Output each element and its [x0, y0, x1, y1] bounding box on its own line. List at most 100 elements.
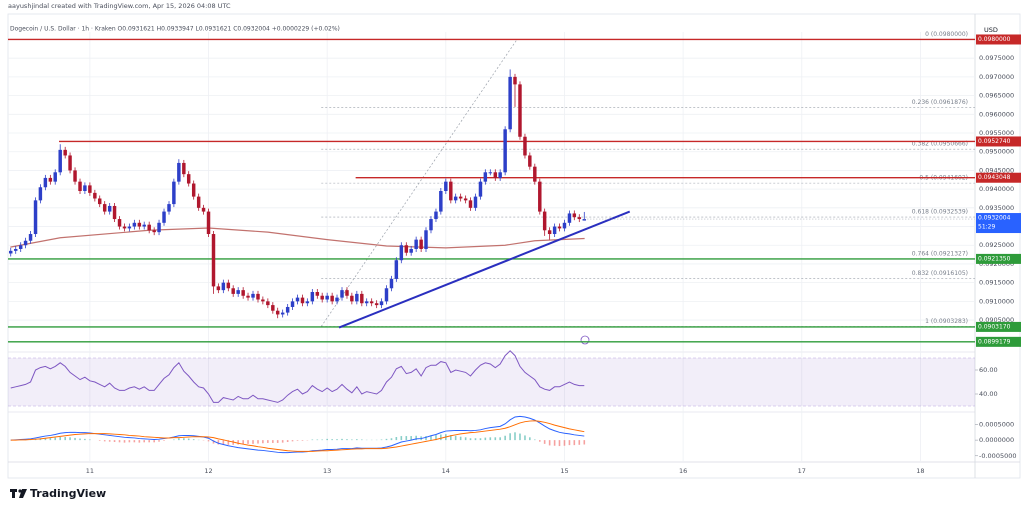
last-price-label: 0.0932004: [978, 215, 1011, 222]
countdown-label: 51:29: [978, 224, 995, 231]
brand-logo: [10, 489, 27, 498]
candle-body: [132, 222, 137, 227]
candle-body: [275, 310, 280, 315]
level-tag: [976, 136, 1021, 147]
fib-level-label: 0.236 (0.0961876): [912, 99, 968, 106]
fib-level-label: 0 (0.0980000): [925, 31, 968, 38]
candle-body: [88, 185, 92, 193]
x-tick-label: 12: [204, 467, 212, 475]
candle-body: [542, 211, 547, 231]
level-tag-label: 0.0899179: [978, 338, 1011, 345]
candle-body: [528, 155, 532, 167]
y-tick-label: 0.0955000: [979, 129, 1014, 137]
candle-body: [28, 234, 33, 241]
candle-body: [53, 172, 57, 182]
candle-body: [473, 196, 478, 208]
candle-body: [142, 224, 146, 227]
x-tick-label: 15: [560, 467, 568, 475]
moving-average: [10, 227, 585, 249]
candle-body: [523, 136, 527, 156]
level-tag: [976, 172, 1021, 183]
candle-body: [424, 230, 428, 249]
candle-body: [444, 181, 448, 191]
candle-body: [315, 292, 320, 296]
y-tick-label: 0.0945000: [979, 166, 1014, 174]
x-tick-label: 18: [916, 467, 924, 475]
candle-body: [567, 213, 572, 223]
candle-body: [38, 187, 43, 201]
candle-body: [43, 177, 48, 188]
candle-body: [182, 162, 186, 175]
candle-body: [394, 260, 399, 279]
candle-body: [236, 290, 240, 294]
candle-body: [572, 213, 577, 218]
y-tick-label: 0.0975000: [979, 54, 1014, 62]
level-tag-label: 0.0903170: [978, 323, 1011, 330]
y-tick-label: 0.0970000: [979, 73, 1014, 81]
candle-body: [216, 286, 221, 291]
candle-body: [295, 297, 300, 302]
candle-body: [246, 295, 250, 298]
x-tick-label: 11: [86, 467, 94, 475]
candle-body: [68, 155, 72, 171]
candle-body: [369, 301, 374, 304]
candle-body: [201, 207, 206, 212]
candle-body: [330, 295, 334, 302]
brand-name: TradingView: [30, 487, 106, 500]
level-tag-label: 0.0952740: [978, 138, 1011, 145]
level-tag: [976, 253, 1021, 264]
candle-body: [221, 282, 226, 291]
fib-level-label: 0.764 (0.0921327): [912, 250, 968, 257]
candle-body: [552, 226, 557, 235]
candle-body: [241, 290, 245, 296]
candle-body: [256, 293, 260, 300]
candle-body: [498, 172, 502, 178]
event-icon: [580, 335, 590, 345]
y-tick-label: 0.0950000: [979, 148, 1014, 156]
y-tick-label: 0.0925000: [979, 241, 1014, 249]
candle-body: [127, 226, 132, 229]
candle-body: [97, 198, 102, 205]
candle-body: [73, 170, 77, 182]
candle-body: [449, 181, 453, 201]
candle-body: [191, 183, 196, 197]
currency-label: USD: [984, 26, 998, 34]
candle-body: [172, 181, 176, 205]
chart-title: aayushjindal created with TradingView.co…: [8, 2, 231, 10]
candle-body: [112, 205, 117, 220]
candle-body: [280, 312, 285, 315]
fib-level-label: 0.382 (0.0950666): [912, 141, 968, 148]
candle-body: [152, 230, 156, 233]
candle-body: [211, 234, 216, 287]
candle-body: [577, 217, 582, 220]
candle-body: [399, 245, 404, 261]
candle-body: [414, 239, 418, 249]
candle-body: [231, 288, 235, 294]
signal-line: [10, 420, 585, 452]
candle-body: [409, 248, 413, 253]
trendline: [338, 210, 631, 329]
y-tick-label: 0.0905000: [979, 316, 1014, 324]
candle-body: [562, 222, 567, 229]
candle-body: [384, 288, 389, 302]
rsi-line: [10, 350, 585, 403]
rsi-band: [8, 358, 975, 406]
level-tag-label: 0.0943048: [978, 174, 1011, 181]
candle-body: [137, 222, 142, 227]
candle-body: [557, 226, 562, 229]
candle-body: [508, 76, 512, 130]
candle-body: [547, 230, 552, 235]
candle-body: [261, 299, 265, 302]
candle-body: [345, 290, 349, 296]
candle-body: [493, 172, 498, 178]
candle-body: [58, 149, 62, 173]
candle-body: [147, 224, 151, 231]
y-tick-label: 0.0940000: [979, 185, 1014, 193]
level-tag: [976, 321, 1021, 332]
candle-body: [463, 198, 468, 201]
frame: [7, 13, 1021, 479]
x-tick-label: 13: [323, 467, 331, 475]
candle-body: [251, 293, 255, 298]
candle-body: [186, 174, 191, 184]
